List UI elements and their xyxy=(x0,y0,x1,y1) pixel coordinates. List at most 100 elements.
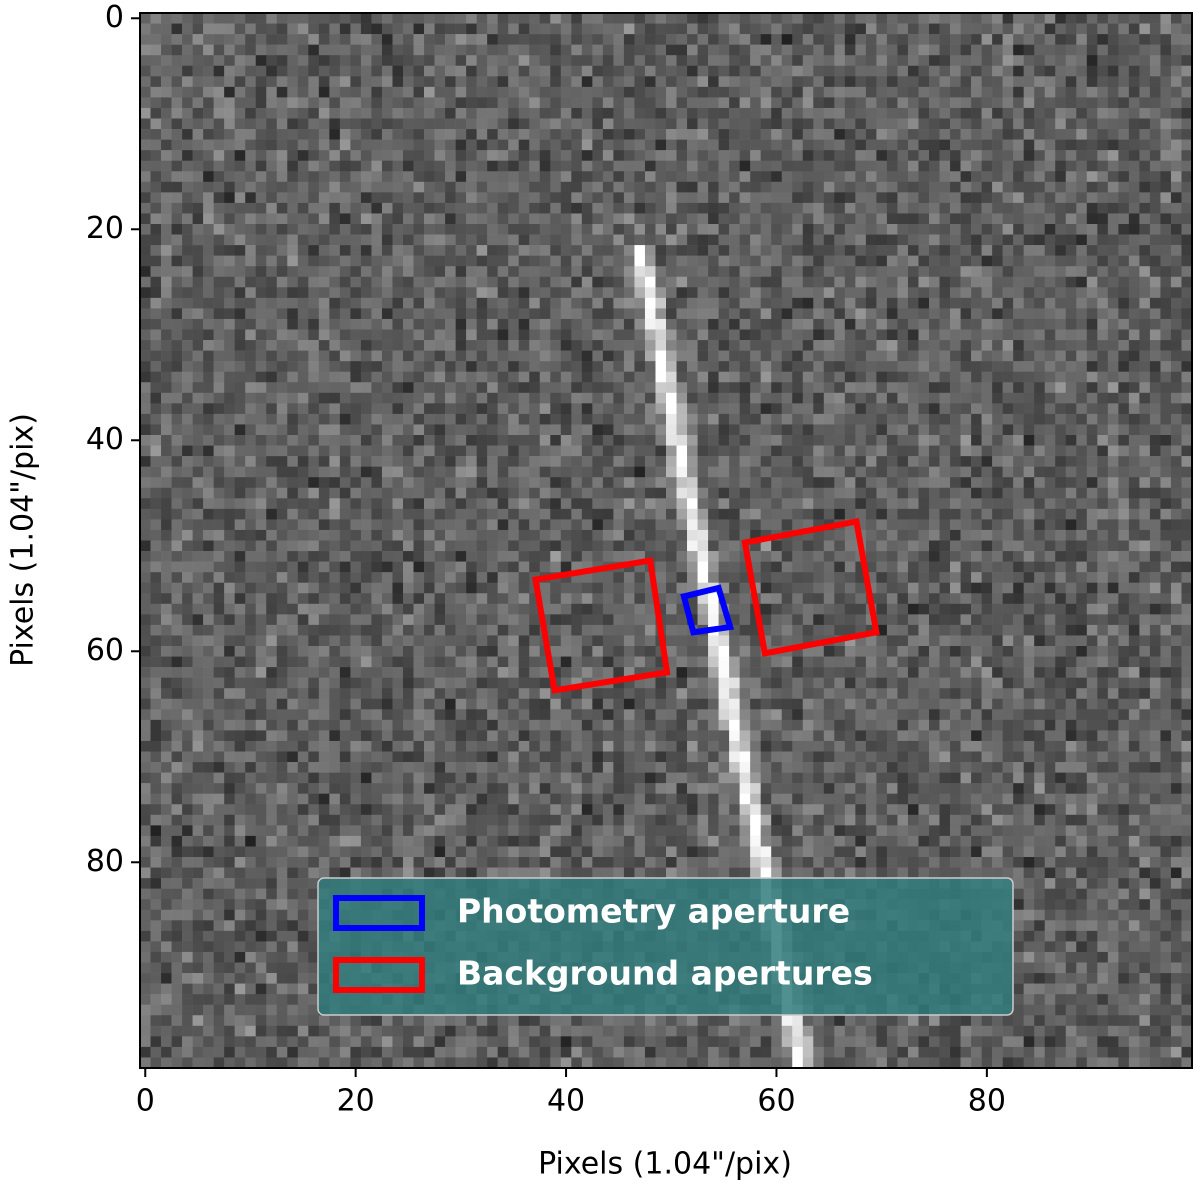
pixel xyxy=(297,498,309,510)
pixel xyxy=(276,181,288,193)
pixel xyxy=(371,413,383,425)
pixel xyxy=(907,403,919,415)
pixel xyxy=(403,245,414,256)
pixel xyxy=(697,107,709,119)
pixel xyxy=(255,498,267,510)
pixel xyxy=(1149,445,1161,457)
pixel xyxy=(529,44,541,56)
pixel xyxy=(487,86,498,98)
pixel xyxy=(907,276,919,288)
pixel xyxy=(518,13,530,24)
pixel xyxy=(182,13,193,24)
pixel xyxy=(192,519,204,531)
pixel xyxy=(960,508,972,520)
pixel xyxy=(1107,86,1119,98)
pixel xyxy=(371,308,383,320)
pixel xyxy=(350,519,362,531)
pixel xyxy=(1107,192,1119,204)
pixel xyxy=(192,34,204,45)
pixel xyxy=(1055,129,1067,140)
pixel xyxy=(287,392,299,404)
pixel xyxy=(1170,234,1182,246)
pixel xyxy=(150,266,162,278)
pixel xyxy=(297,86,309,98)
pixel xyxy=(771,340,783,351)
pixel xyxy=(950,44,961,56)
pixel xyxy=(1023,403,1035,415)
pixel xyxy=(855,329,867,341)
pixel xyxy=(381,287,393,299)
pixel xyxy=(476,255,488,267)
pixel xyxy=(697,287,709,299)
pixel xyxy=(403,97,414,109)
pixel xyxy=(171,202,183,214)
pixel xyxy=(729,160,740,172)
pixel xyxy=(487,276,498,288)
pixel xyxy=(476,150,488,161)
pixel xyxy=(434,55,446,67)
pixel xyxy=(1002,403,1014,415)
pixel xyxy=(865,55,877,67)
pixel xyxy=(1139,329,1151,341)
pixel xyxy=(834,255,846,267)
pixel xyxy=(855,466,867,478)
pixel xyxy=(550,55,562,67)
pixel xyxy=(318,202,330,214)
pixel xyxy=(360,487,372,499)
pixel xyxy=(844,466,856,478)
pixel xyxy=(876,361,888,372)
pixel xyxy=(1086,86,1098,98)
pixel xyxy=(929,192,940,204)
pixel xyxy=(371,318,383,330)
pixel xyxy=(981,456,993,467)
pixel xyxy=(1065,224,1077,235)
pixel xyxy=(623,202,635,214)
pixel xyxy=(718,276,730,288)
pixel xyxy=(1097,34,1109,45)
pixel xyxy=(424,371,435,383)
pixel xyxy=(424,192,435,204)
pixel xyxy=(287,350,299,362)
pixel xyxy=(581,234,593,246)
pixel xyxy=(876,55,888,67)
pixel xyxy=(750,276,761,288)
pixel xyxy=(781,382,793,394)
pixel xyxy=(487,329,498,341)
pixel xyxy=(581,287,593,299)
pixel xyxy=(1107,498,1119,510)
pixel xyxy=(213,276,225,288)
pixel xyxy=(971,340,982,351)
pixel xyxy=(750,329,761,341)
pixel xyxy=(1055,34,1067,45)
pixel xyxy=(971,445,982,457)
pixel xyxy=(1013,202,1024,214)
pixel xyxy=(224,150,235,161)
pixel xyxy=(381,318,393,330)
pixel xyxy=(950,340,961,351)
pixel xyxy=(1055,213,1067,225)
pixel xyxy=(960,213,972,225)
pixel xyxy=(1002,139,1014,151)
pixel xyxy=(1139,213,1151,225)
pixel xyxy=(318,160,330,172)
pixel xyxy=(276,318,288,330)
pixel xyxy=(781,139,793,151)
pixel xyxy=(644,456,656,467)
pixel xyxy=(560,76,572,88)
pixel xyxy=(213,318,225,330)
pixel xyxy=(750,424,761,436)
pixel xyxy=(1034,234,1046,246)
pixel xyxy=(287,65,299,77)
pixel xyxy=(224,34,235,45)
pixel xyxy=(1065,371,1077,383)
pixel xyxy=(939,445,951,457)
pixel xyxy=(255,23,267,35)
pixel xyxy=(445,477,456,489)
pixel xyxy=(371,129,383,140)
pixel xyxy=(1118,202,1130,214)
pixel xyxy=(729,297,740,309)
pixel xyxy=(276,234,288,246)
pixel xyxy=(823,487,835,499)
pixel xyxy=(1044,181,1056,193)
pixel xyxy=(213,392,225,404)
